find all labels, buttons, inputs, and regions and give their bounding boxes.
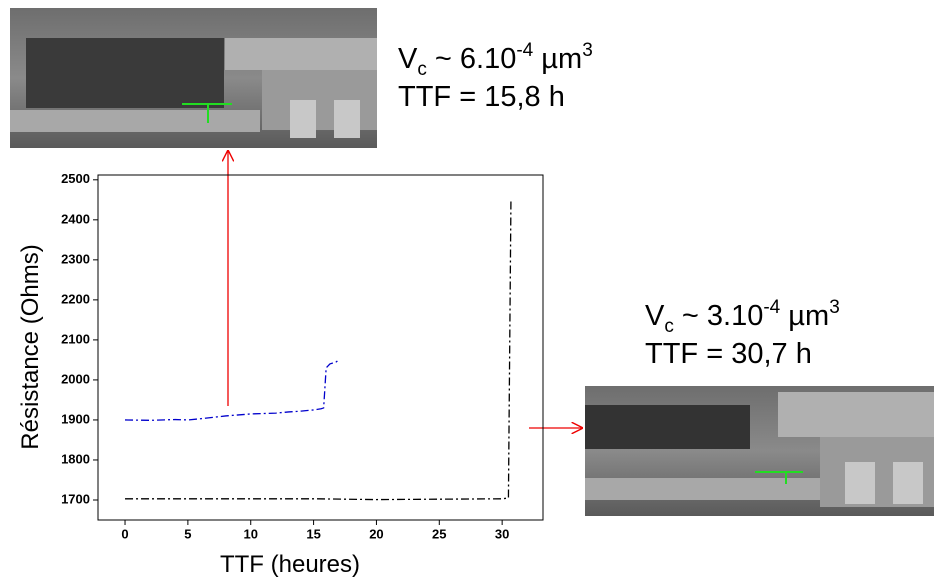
x-tick-label: 25: [432, 526, 446, 541]
annotation: Vc ~ 6.10-4 µm3: [398, 40, 593, 80]
annotation: Vc ~ 3.10-4 µm3: [645, 297, 840, 337]
x-axis-label: TTF (heures): [220, 551, 360, 578]
data-line: [125, 359, 340, 421]
x-tick-label: 5: [184, 526, 191, 541]
y-axis-label: Résistance (Ohms): [17, 244, 44, 449]
sem-image: [10, 8, 377, 148]
annotation: TTF = 30,7 h: [645, 338, 812, 370]
x-tick-label: 20: [369, 526, 383, 541]
plot: 0 5 10 15 20 25 30 1700 1800 1900 2000 2100 2200 2300…: [61, 171, 512, 541]
y-tick-label: 2400: [61, 211, 90, 226]
data-line: [125, 199, 512, 501]
y-tick-label: 1800: [61, 451, 90, 466]
x-tick-label: 15: [306, 526, 320, 541]
y-tick-label: 1900: [61, 411, 90, 426]
sem-image: [585, 386, 934, 516]
x-tick-label: 0: [121, 526, 128, 541]
y-tick-label: 2100: [61, 331, 90, 346]
y-tick-label: 2000: [61, 371, 90, 386]
y-tick-label: 2200: [61, 291, 90, 306]
y-tick-label: 2500: [61, 171, 90, 186]
y-tick-label: 1700: [61, 491, 90, 506]
plot-frame: [97, 174, 544, 521]
x-tick-label: 10: [243, 526, 257, 541]
x-tick-label: 30: [495, 526, 509, 541]
y-tick-label: 2300: [61, 251, 90, 266]
annotation: TTF = 15,8 h: [398, 81, 565, 113]
